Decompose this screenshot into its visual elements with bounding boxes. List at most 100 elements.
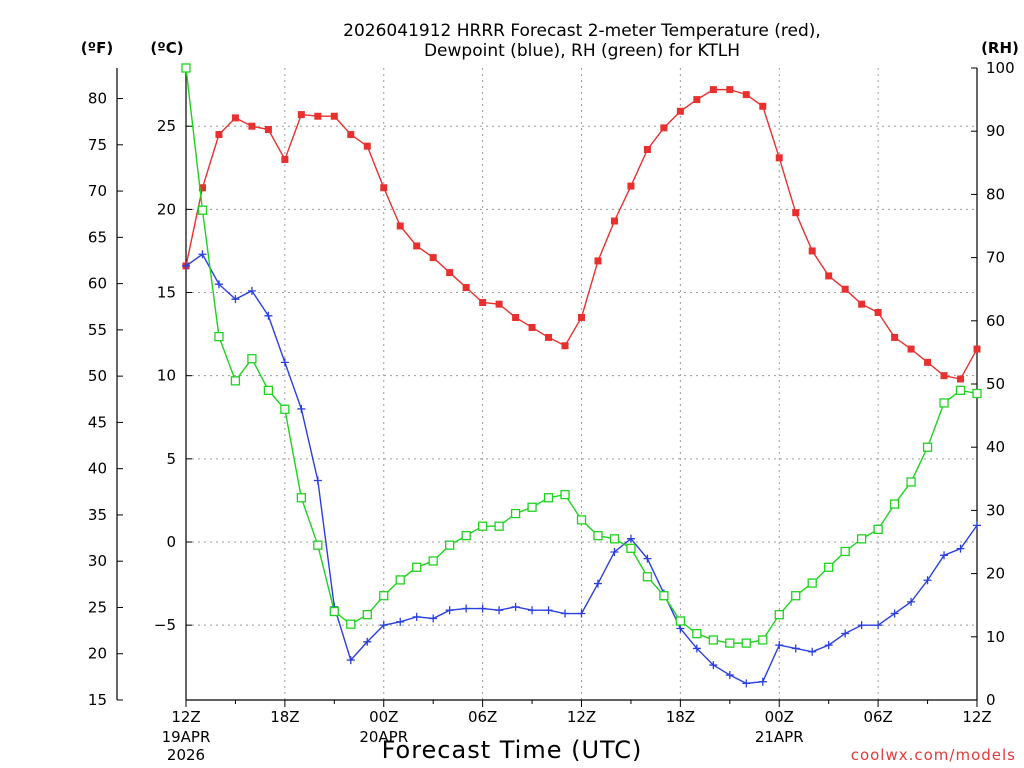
temperature-point xyxy=(330,112,338,120)
rh-unit-label: (RH) xyxy=(981,39,1019,57)
dewpoint-point xyxy=(247,286,256,295)
credit-link[interactable]: coolwx.com/models xyxy=(851,746,1016,764)
x-tick-label: 06Z xyxy=(468,708,497,726)
celsius-tick-label: 15 xyxy=(157,284,176,302)
temperature-point xyxy=(479,299,487,307)
dewpoint-point xyxy=(956,544,965,553)
dewpoint-point xyxy=(462,604,471,613)
rh-point xyxy=(972,388,982,399)
temperature-point xyxy=(462,284,470,292)
dewpoint-point xyxy=(758,677,767,686)
fahrenheit-tick-label: 25 xyxy=(88,598,107,616)
celsius-tick-label: 20 xyxy=(157,200,176,218)
fahrenheit-unit-label: (ºF) xyxy=(81,39,113,57)
dewpoint-point xyxy=(610,547,619,556)
fahrenheit-tick-label: 65 xyxy=(88,228,107,246)
dewpoint-point xyxy=(495,606,504,615)
rh-point xyxy=(296,493,307,503)
dewpoint-point xyxy=(791,644,800,653)
rh-point xyxy=(675,616,686,626)
rh-tick-label: 100 xyxy=(986,59,1015,77)
temperature-point xyxy=(429,254,437,262)
celsius-tick-label: 0 xyxy=(166,533,176,551)
temperature-point xyxy=(347,131,355,139)
temperature-point xyxy=(314,112,322,120)
x-tick-date-label: 21APR xyxy=(755,728,804,746)
dewpoint-point xyxy=(445,606,454,615)
rh-point xyxy=(477,521,488,531)
fahrenheit-tick-label: 20 xyxy=(88,645,107,663)
dewpoint-point xyxy=(396,617,405,626)
x-tick-label: 12Z xyxy=(962,708,991,726)
dewpoint-point xyxy=(626,534,635,543)
temperature-point xyxy=(825,272,833,280)
x-tick-label: 12Z xyxy=(567,708,596,726)
dewpoint-point xyxy=(429,614,438,623)
rh-point xyxy=(428,556,438,566)
temperature-point xyxy=(281,155,289,163)
dewpoint-point xyxy=(874,621,883,630)
dewpoint-point xyxy=(297,404,306,413)
rh-point xyxy=(889,499,900,509)
dewpoint-point xyxy=(379,621,388,630)
celsius-tick-label: −5 xyxy=(154,616,176,634)
dewpoint-point xyxy=(544,606,553,615)
axes xyxy=(116,68,978,701)
temperature-point xyxy=(693,96,701,104)
celsius-tick-label: 25 xyxy=(157,117,176,135)
rh-point xyxy=(939,398,949,408)
temperature-point xyxy=(413,242,421,250)
rh-point xyxy=(807,578,817,588)
rh-point xyxy=(609,534,620,544)
dewpoint-series xyxy=(182,250,981,688)
rh-tick-label: 20 xyxy=(986,565,1005,583)
x-tick-date-label: 19APR xyxy=(162,728,211,746)
rh-point xyxy=(741,638,751,648)
rh-point xyxy=(247,354,257,364)
temperature-point xyxy=(742,91,750,99)
x-axis-label: Forecast Time (UTC) xyxy=(382,736,643,764)
dewpoint-point xyxy=(231,295,240,304)
rh-point xyxy=(626,543,636,553)
chart-title-line-2: Dewpoint (blue), RH (green) for KTLH xyxy=(424,41,740,61)
temperature-point xyxy=(578,313,585,321)
temperature-point xyxy=(841,285,849,293)
rh-tick-label: 90 xyxy=(986,122,1005,140)
dewpoint-point xyxy=(478,604,487,613)
temperature-point xyxy=(660,124,668,132)
dewpoint-point xyxy=(643,554,652,563)
tick-labels: 15 20 25 30 35 40 45 50 55 60 65 70 75 80 −5 0 5 10 15 20 25… xyxy=(88,59,1015,764)
fahrenheit-tick-label: 70 xyxy=(88,182,107,200)
rh-point xyxy=(708,635,718,645)
rh-tick-label: 10 xyxy=(986,628,1005,646)
dewpoint-point xyxy=(511,602,520,611)
dewpoint-point xyxy=(709,661,718,670)
temperature-point xyxy=(545,333,553,341)
rh-point xyxy=(543,493,554,503)
temperature-point xyxy=(808,247,816,255)
temperature-point xyxy=(891,333,899,341)
x-tick-label: 18Z xyxy=(270,708,299,726)
temperature-point xyxy=(792,209,800,217)
rh-point xyxy=(576,515,587,525)
dewpoint-point xyxy=(742,679,751,688)
dewpoint-point xyxy=(857,621,866,630)
rh-point xyxy=(774,610,784,620)
temperature-point xyxy=(248,122,256,130)
fahrenheit-tick-label: 75 xyxy=(88,136,107,154)
rh-point xyxy=(906,477,916,487)
dewpoint-point xyxy=(725,671,734,680)
temperature-point xyxy=(759,102,767,110)
celsius-unit-label: (ºC) xyxy=(150,39,183,57)
series-lines xyxy=(181,63,982,688)
fahrenheit-tick-label: 50 xyxy=(88,367,107,385)
temperature-point xyxy=(512,313,520,321)
rh-point xyxy=(263,385,274,395)
fahrenheit-tick-label: 35 xyxy=(88,506,107,524)
fahrenheit-tick-label: 45 xyxy=(88,413,107,431)
dewpoint-point xyxy=(198,250,207,259)
temperature-point xyxy=(363,142,371,150)
rh-point xyxy=(494,521,504,531)
temperature-point xyxy=(775,154,783,162)
